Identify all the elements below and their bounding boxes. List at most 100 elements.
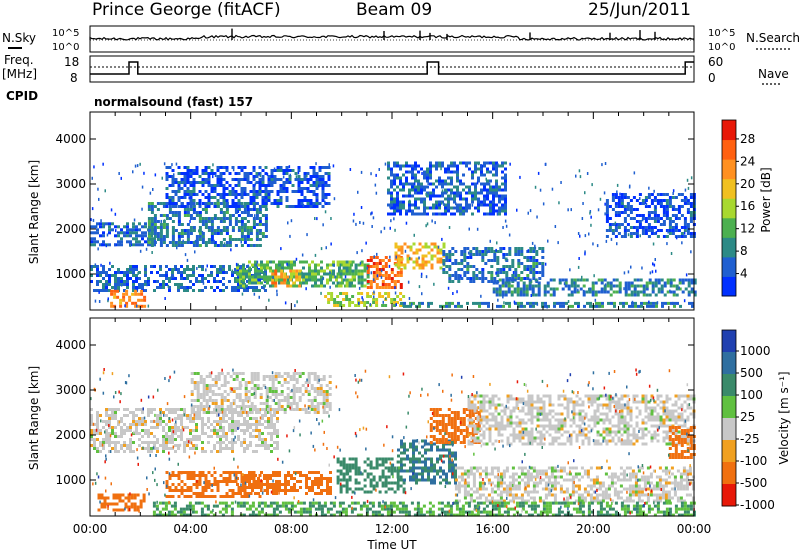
heatmap-cell (435, 161, 438, 165)
heatmap-cell (93, 243, 96, 247)
heatmap-cell (165, 217, 169, 220)
heatmap-cell (195, 474, 199, 477)
heatmap-cell (156, 235, 160, 238)
heatmap-cell (102, 231, 105, 235)
heatmap-cell (105, 289, 108, 292)
heatmap-cell (113, 292, 117, 296)
heatmap-cell (205, 384, 209, 387)
heatmap-cell (177, 414, 180, 417)
heatmap-cell (92, 218, 95, 222)
heatmap-cell (429, 206, 432, 210)
heatmap-cell (123, 444, 126, 447)
heatmap-cell (576, 284, 580, 288)
heatmap-cell (541, 265, 545, 268)
heatmap-cell (308, 486, 311, 489)
heatmap-cell (457, 262, 461, 265)
heatmap-cell (579, 287, 583, 291)
heatmap-cell (314, 269, 317, 273)
heatmap-cell (120, 176, 122, 180)
heatmap-cell (264, 217, 268, 220)
heatmap-cell (287, 260, 290, 264)
heatmap-cell (126, 271, 129, 274)
heatmap-cell (336, 457, 340, 461)
heatmap-cell (687, 284, 691, 288)
heatmap-cell (298, 390, 302, 393)
heatmap-cell (219, 184, 223, 187)
heatmap-cell (242, 263, 245, 267)
heatmap-cell (237, 435, 240, 438)
heatmap-cell (124, 502, 128, 506)
heatmap-cell (286, 393, 290, 396)
heatmap-cell (205, 203, 207, 207)
heatmap-cell (498, 293, 502, 297)
heatmap-cell (192, 181, 196, 184)
heatmap-cell (266, 486, 269, 489)
heatmap-cell (519, 175, 521, 179)
heatmap-cell (192, 492, 196, 495)
heatmap-cell (285, 190, 289, 193)
heatmap-cell (283, 408, 287, 411)
heatmap-cell (195, 429, 198, 432)
heatmap-cell (638, 214, 642, 217)
heatmap-cell (378, 475, 382, 479)
heatmap-cell (93, 432, 96, 435)
heatmap-cell (531, 241, 534, 245)
heatmap-cell (327, 184, 331, 187)
heatmap-cell (501, 161, 504, 165)
heatmap-cell (326, 477, 329, 480)
heatmap-cell (255, 423, 258, 426)
heatmap-cell (453, 212, 456, 216)
heatmap-cell (267, 175, 271, 178)
heatmap-cell (573, 287, 577, 291)
heatmap-cell (118, 172, 120, 175)
heatmap-cell (345, 284, 349, 288)
heatmap-cell (279, 187, 283, 190)
heatmap-cell (441, 191, 444, 195)
heatmap-cell (486, 170, 489, 174)
heatmap-cell (201, 208, 205, 211)
heatmap-cell (313, 399, 317, 402)
heatmap-cell (405, 164, 408, 168)
heatmap-cell (96, 423, 99, 426)
heatmap-cell (138, 283, 141, 286)
heatmap-cell (314, 217, 316, 220)
heatmap-cell (538, 271, 542, 274)
heatmap-cell (447, 176, 450, 180)
heatmap-cell (481, 250, 485, 253)
heatmap-cell (189, 471, 193, 474)
heatmap-cell (638, 202, 642, 205)
heatmap-cell (171, 435, 174, 438)
heatmap-cell (246, 232, 250, 235)
heatmap-cell (174, 205, 178, 208)
heatmap-cell (238, 387, 242, 390)
heatmap-cell (328, 408, 332, 411)
heatmap-cell (171, 483, 175, 486)
heatmap-cell (327, 175, 331, 178)
heatmap-cell (320, 489, 323, 492)
heatmap-cell (426, 173, 429, 177)
heatmap-cell (674, 196, 678, 199)
heatmap-cell (650, 232, 654, 235)
heatmap-cell (501, 206, 504, 210)
heatmap-cell (248, 275, 251, 279)
heatmap-cell (681, 281, 685, 285)
heatmap-cell (276, 447, 279, 450)
heatmap-cell (295, 402, 299, 405)
heatmap-cell (504, 293, 508, 297)
heatmap-cell (263, 477, 266, 480)
heatmap-cell (400, 478, 403, 482)
heatmap-cell (275, 489, 278, 492)
heatmap-cell (192, 178, 196, 181)
heatmap-cell (684, 278, 688, 282)
heatmap-cell (313, 375, 317, 378)
heatmap-cell (393, 176, 396, 180)
heatmap-cell (623, 205, 627, 208)
heatmap-cell (358, 301, 360, 305)
heatmap-cell (668, 220, 672, 223)
heatmap-cell (310, 408, 314, 411)
heatmap-cell (171, 199, 175, 202)
heatmap-cell (257, 269, 260, 273)
heatmap-cell (608, 226, 612, 229)
heatmap-cell (487, 280, 491, 283)
heatmap-cell (250, 378, 254, 381)
